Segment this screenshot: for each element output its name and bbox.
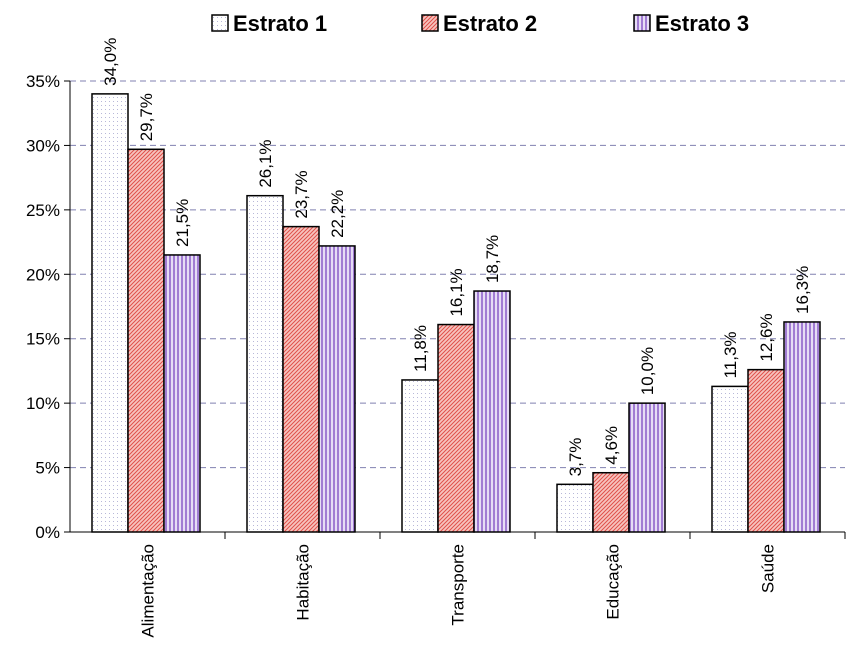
bar [401, 379, 439, 533]
bar [556, 483, 594, 533]
legend-label: Estrato 3 [655, 11, 749, 36]
data-label: 11,3% [721, 331, 740, 378]
data-label: 23,7% [292, 170, 311, 218]
bar [783, 321, 821, 533]
data-label: 12,6% [757, 313, 776, 361]
x-tick-label: Habitação [294, 544, 313, 621]
legend-swatch [421, 14, 439, 32]
data-label: 16,1% [447, 268, 466, 316]
bar [163, 254, 201, 533]
data-label: 21,5% [173, 199, 192, 247]
data-label: 26,1% [256, 139, 275, 187]
data-label: 3,7% [566, 438, 585, 477]
bar [711, 385, 749, 533]
bar [246, 194, 284, 533]
y-tick-label: 0% [35, 523, 60, 542]
bar [747, 368, 785, 533]
y-tick-label: 25% [26, 201, 60, 220]
bar [473, 290, 511, 533]
data-label: 29,7% [137, 93, 156, 141]
x-tick-label: Transporte [449, 544, 468, 626]
y-tick-label: 5% [35, 459, 60, 478]
y-tick-label: 30% [26, 136, 60, 155]
data-label: 16,3% [793, 266, 812, 314]
y-tick-label: 20% [26, 265, 60, 284]
bar [127, 148, 165, 533]
y-tick-label: 10% [26, 394, 60, 413]
bar [437, 323, 475, 533]
x-tick-label: Saúde [759, 544, 778, 593]
bar [592, 471, 630, 533]
data-label: 10,0% [638, 347, 657, 395]
data-label: 22,2% [328, 190, 347, 238]
legend-swatch [633, 14, 651, 32]
x-tick-label: Educação [604, 544, 623, 620]
y-tick-label: 35% [26, 72, 60, 91]
data-label: 34,0% [101, 38, 120, 86]
bar [91, 93, 129, 533]
y-tick-label: 15% [26, 330, 60, 349]
bar [282, 225, 320, 533]
data-label: 4,6% [602, 426, 621, 465]
x-tick-label: Alimentação [139, 544, 158, 638]
legend-label: Estrato 1 [233, 11, 327, 36]
bar [628, 402, 666, 533]
data-label: 11,8% [411, 325, 430, 372]
data-label: 18,7% [483, 235, 502, 283]
legend-swatch [211, 14, 229, 32]
bar [318, 245, 356, 533]
legend-label: Estrato 2 [443, 11, 537, 36]
